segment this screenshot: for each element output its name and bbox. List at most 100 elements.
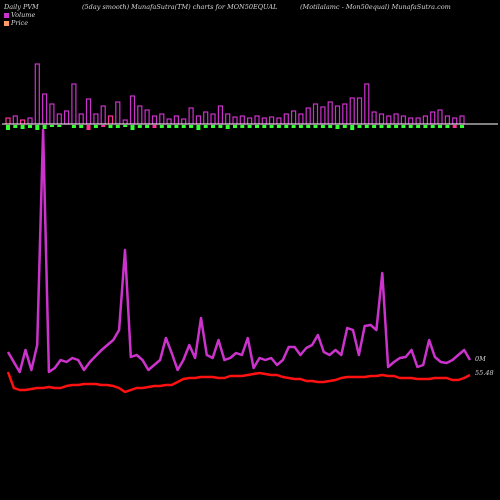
volume-bar-down [28, 125, 32, 128]
volume-bar [291, 110, 297, 125]
volume-bar [239, 115, 245, 125]
volume-bar-down [167, 125, 172, 128]
volume-bars [5, 63, 465, 130]
price-end-label: 55.48 [475, 369, 494, 377]
volume-bar-down [350, 125, 355, 130]
volume-bar [173, 115, 179, 125]
volume-bar [371, 111, 377, 125]
volume-bar-down [416, 125, 421, 128]
volume-bar-down [452, 125, 457, 128]
volume-bar-down [408, 125, 413, 128]
volume-bar-down [357, 125, 362, 128]
volume-bar [342, 103, 348, 125]
volume-bar-down [13, 125, 18, 128]
volume-bar-down [196, 125, 201, 130]
volume-bar [334, 105, 341, 125]
legend-label-price: Price [11, 19, 29, 27]
chart-header-left: Daily PVM [4, 3, 39, 11]
volume-bar [298, 113, 304, 125]
volume-bar-down [255, 125, 259, 128]
volume-bar-down [372, 125, 377, 128]
volume-bar [452, 117, 458, 125]
volume-bar [210, 113, 216, 125]
volume-bar-down [86, 125, 91, 130]
volume-bar [225, 113, 231, 125]
volume-bar-down [379, 125, 384, 128]
volume-bar [144, 109, 150, 125]
volume-line [6, 128, 472, 374]
legend-swatch-price [4, 20, 9, 26]
volume-bar-down [101, 125, 106, 127]
volume-bar [254, 115, 260, 125]
volume-bar-down [423, 125, 428, 128]
volume-bar-down [320, 125, 325, 128]
volume-bar-down [298, 125, 303, 128]
volume-bar [34, 63, 40, 125]
volume-bar [166, 118, 172, 125]
volume-bar [195, 115, 201, 125]
volume-bar-down [460, 125, 464, 128]
volume-bar-down [35, 125, 40, 130]
volume-bar-down [211, 125, 215, 128]
chart-title: (5day smooth) MunafaSutra(TM) charts for… [82, 3, 278, 11]
volume-bar-down [240, 125, 245, 128]
volume-bar-down [262, 125, 267, 128]
price-line [6, 371, 471, 394]
volume-bar [137, 105, 143, 125]
volume-bar [386, 115, 392, 125]
volume-bar [393, 113, 399, 125]
volume-bar-down [57, 125, 62, 127]
volume-bar [78, 113, 84, 125]
volume-bar [56, 113, 62, 125]
volume-bar [129, 95, 136, 125]
volume-bar [100, 105, 106, 125]
volume-bar [85, 98, 92, 125]
volume-bar-down [145, 125, 150, 128]
volume-bar [269, 116, 275, 125]
volume-bar-down [291, 125, 296, 128]
volume-bar-down [394, 125, 399, 128]
volume-bar-down [386, 125, 391, 128]
volume-bar-down [108, 125, 113, 128]
volume-bar-down [6, 125, 10, 130]
volume-bar-down [233, 125, 237, 128]
volume-bar-down [203, 125, 208, 128]
legend-label-volume: Volume [11, 11, 36, 19]
volume-bar-down [225, 125, 230, 129]
volume-bar-down [430, 125, 435, 128]
volume-bar [122, 119, 128, 125]
volume-bar-down [79, 125, 84, 128]
volume-bar [415, 117, 421, 125]
volume-bar [430, 111, 436, 125]
volume-bar-down [276, 125, 281, 128]
volume-bar [49, 103, 55, 125]
volume-bar [20, 119, 26, 125]
volume-bar [159, 113, 165, 125]
volume-bar [71, 83, 77, 125]
volume-bar [305, 107, 311, 125]
volume-bar [378, 113, 385, 125]
volume-bar-down [335, 125, 340, 129]
volume-bar [320, 106, 326, 125]
volume-bar-down [20, 125, 25, 129]
volume-bar-down [93, 125, 98, 128]
volume-bar-down [445, 125, 450, 128]
volume-bar [400, 115, 406, 125]
volume-bar-down [152, 125, 157, 128]
volume-bar-down [189, 125, 194, 128]
volume-bar [437, 109, 443, 125]
volume-bar-down [218, 125, 223, 128]
volume-bar [151, 115, 158, 125]
volume-bar [188, 107, 194, 125]
legend-swatch-volume [4, 12, 9, 18]
volume-bar-down [115, 125, 120, 128]
volume-bar-down [71, 125, 76, 128]
volume-bar [63, 110, 70, 125]
volume-bar-down [306, 125, 311, 128]
volume-bar-down [269, 125, 274, 128]
volume-bar [217, 105, 223, 125]
volume-bar-down [159, 125, 164, 128]
volume-bar-down [284, 125, 289, 128]
